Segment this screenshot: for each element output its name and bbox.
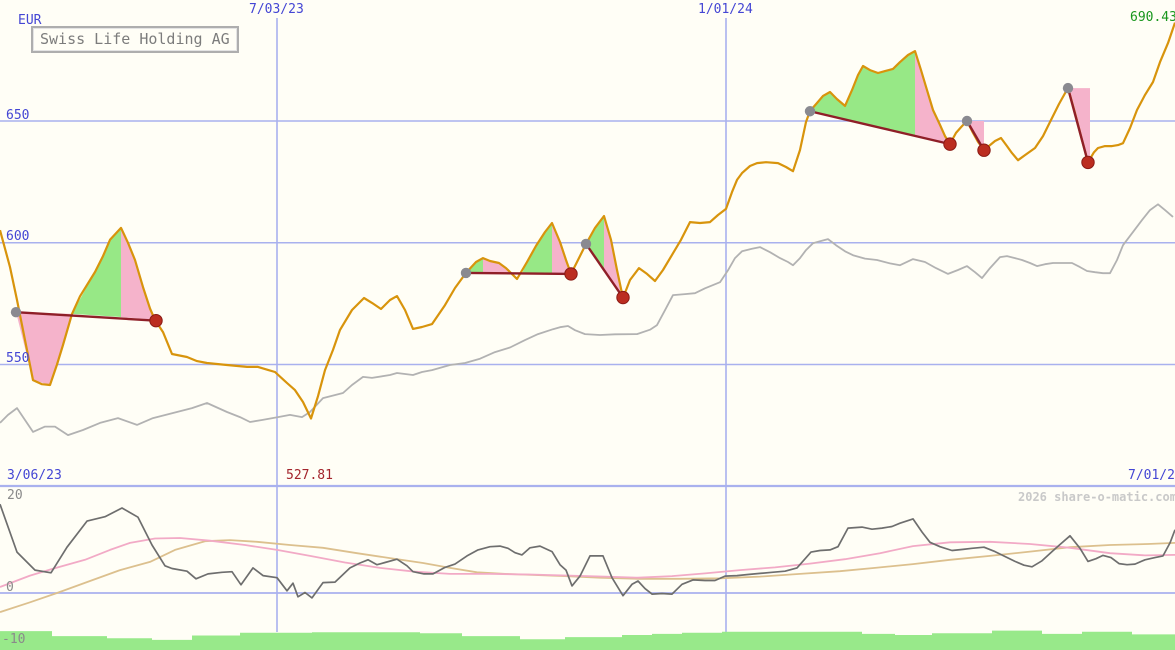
trend-end-dot [943,137,957,151]
swing-fill-green [72,227,121,317]
price-line [0,22,1175,420]
trend-start-dot [961,115,973,127]
swing-fill-green [586,216,604,270]
indicator-tick-20: 20 [7,488,23,503]
trend-start-dot [580,238,592,250]
min-price-label: 527.81 [286,468,333,483]
trend-line [465,271,572,276]
swing-fill-green [522,223,552,274]
indicator-tick-0: 0 [6,580,14,595]
trend-end-dot [977,143,991,157]
indicator-signal-pink-line [0,537,1175,588]
bottom-date-jul-2024: 7/01/24 [1128,468,1175,483]
top-date-jan-2024: 1/01/24 [698,2,753,17]
indicator-oscillator-line [0,503,1175,599]
swing-fill-green [810,51,915,136]
trend-end-dot [149,313,163,328]
price-tick-550: 550 [6,351,30,366]
trend-end-dot [1081,155,1095,170]
trend-line [1066,87,1090,163]
top-date-jul-2023: 7/03/23 [249,2,304,17]
trend-start-dot [460,267,472,279]
price-tick-600: 600 [6,229,30,244]
trend-start-dot [1062,82,1074,94]
trend-end-dot [564,267,578,281]
volume-band [0,630,1175,650]
trend-start-dot [804,106,816,117]
trend-line [809,110,951,146]
bottom-date-mar-2023: 3/06/23 [7,468,62,483]
trend-line [585,243,624,299]
trend-start-dot [10,306,22,318]
swing-fill-pink [915,51,950,144]
trend-line [15,310,157,322]
price-tick-650: 650 [6,108,30,123]
trend-end-dot [616,290,630,305]
last-price-label: 690.43 [1130,10,1175,25]
watermark: 2026 share-o-matic.com [1018,490,1175,504]
swing-fill-pink [16,312,72,385]
indicator-tick-neg10: -10 [2,632,26,647]
currency-label: EUR [18,13,42,28]
instrument-title-box: Swiss Life Holding AG [31,26,239,53]
instrument-title: Swiss Life Holding AG [40,30,230,48]
benchmark-line [0,203,1174,437]
